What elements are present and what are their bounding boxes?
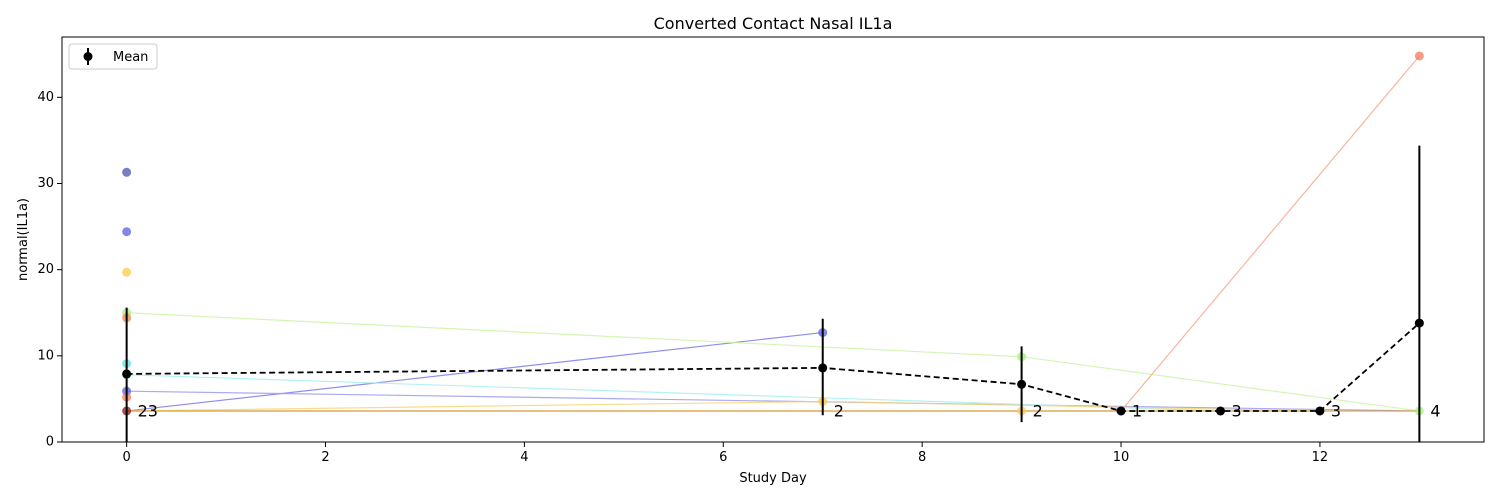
subject-line-5 [126,55,1420,412]
legend-entry-mean: Mean [113,50,148,65]
mean-point [1017,379,1027,389]
count-label: 2 [1033,401,1043,420]
observation-point [122,267,132,277]
subject-line-2 [126,390,1420,412]
mean-line [126,322,1420,412]
x-axis-label: Study Day [739,471,807,486]
plot-area: 23 2 2 1 3 3 4 [122,51,1441,442]
mean-point [1215,406,1225,416]
y-tick-label: 10 [37,348,54,363]
y-axis-label: normal(IL1a) [16,198,31,281]
mean-point [122,369,132,379]
x-tick-label: 10 [1113,450,1130,465]
y-tick-label: 30 [37,176,54,191]
y-tick-label: 20 [37,262,54,277]
count-label: 2 [834,401,844,420]
count-label: 1 [1132,401,1142,420]
legend: Mean [68,43,158,70]
x-tick-label: 8 [918,450,926,465]
legend-point-marker [83,52,93,61]
count-label: 3 [1231,401,1241,420]
chart-title: Converted Contact Nasal IL1a [654,14,893,33]
mean-point [818,363,828,373]
plot-frame [61,36,1485,443]
mean-point [1116,406,1126,416]
observation-point [122,167,132,177]
count-label: 4 [1430,401,1440,420]
x-tick-label: 0 [122,450,130,465]
x-tick-label: 12 [1312,450,1329,465]
mean-point [1315,406,1325,416]
y-tick-label: 0 [46,435,54,450]
observation-point [1414,51,1424,61]
count-label: 3 [1331,401,1341,420]
x-tick-label: 2 [321,450,329,465]
legend-box [68,43,158,70]
count-label: 23 [138,401,158,420]
mean-point [1414,318,1424,328]
subject-line-1 [126,331,823,412]
observation-point [122,227,132,237]
x-tick-label: 6 [719,450,727,465]
subject-line-4 [126,374,1221,412]
y-tick-label: 40 [37,90,54,105]
x-tick-label: 4 [520,450,528,465]
